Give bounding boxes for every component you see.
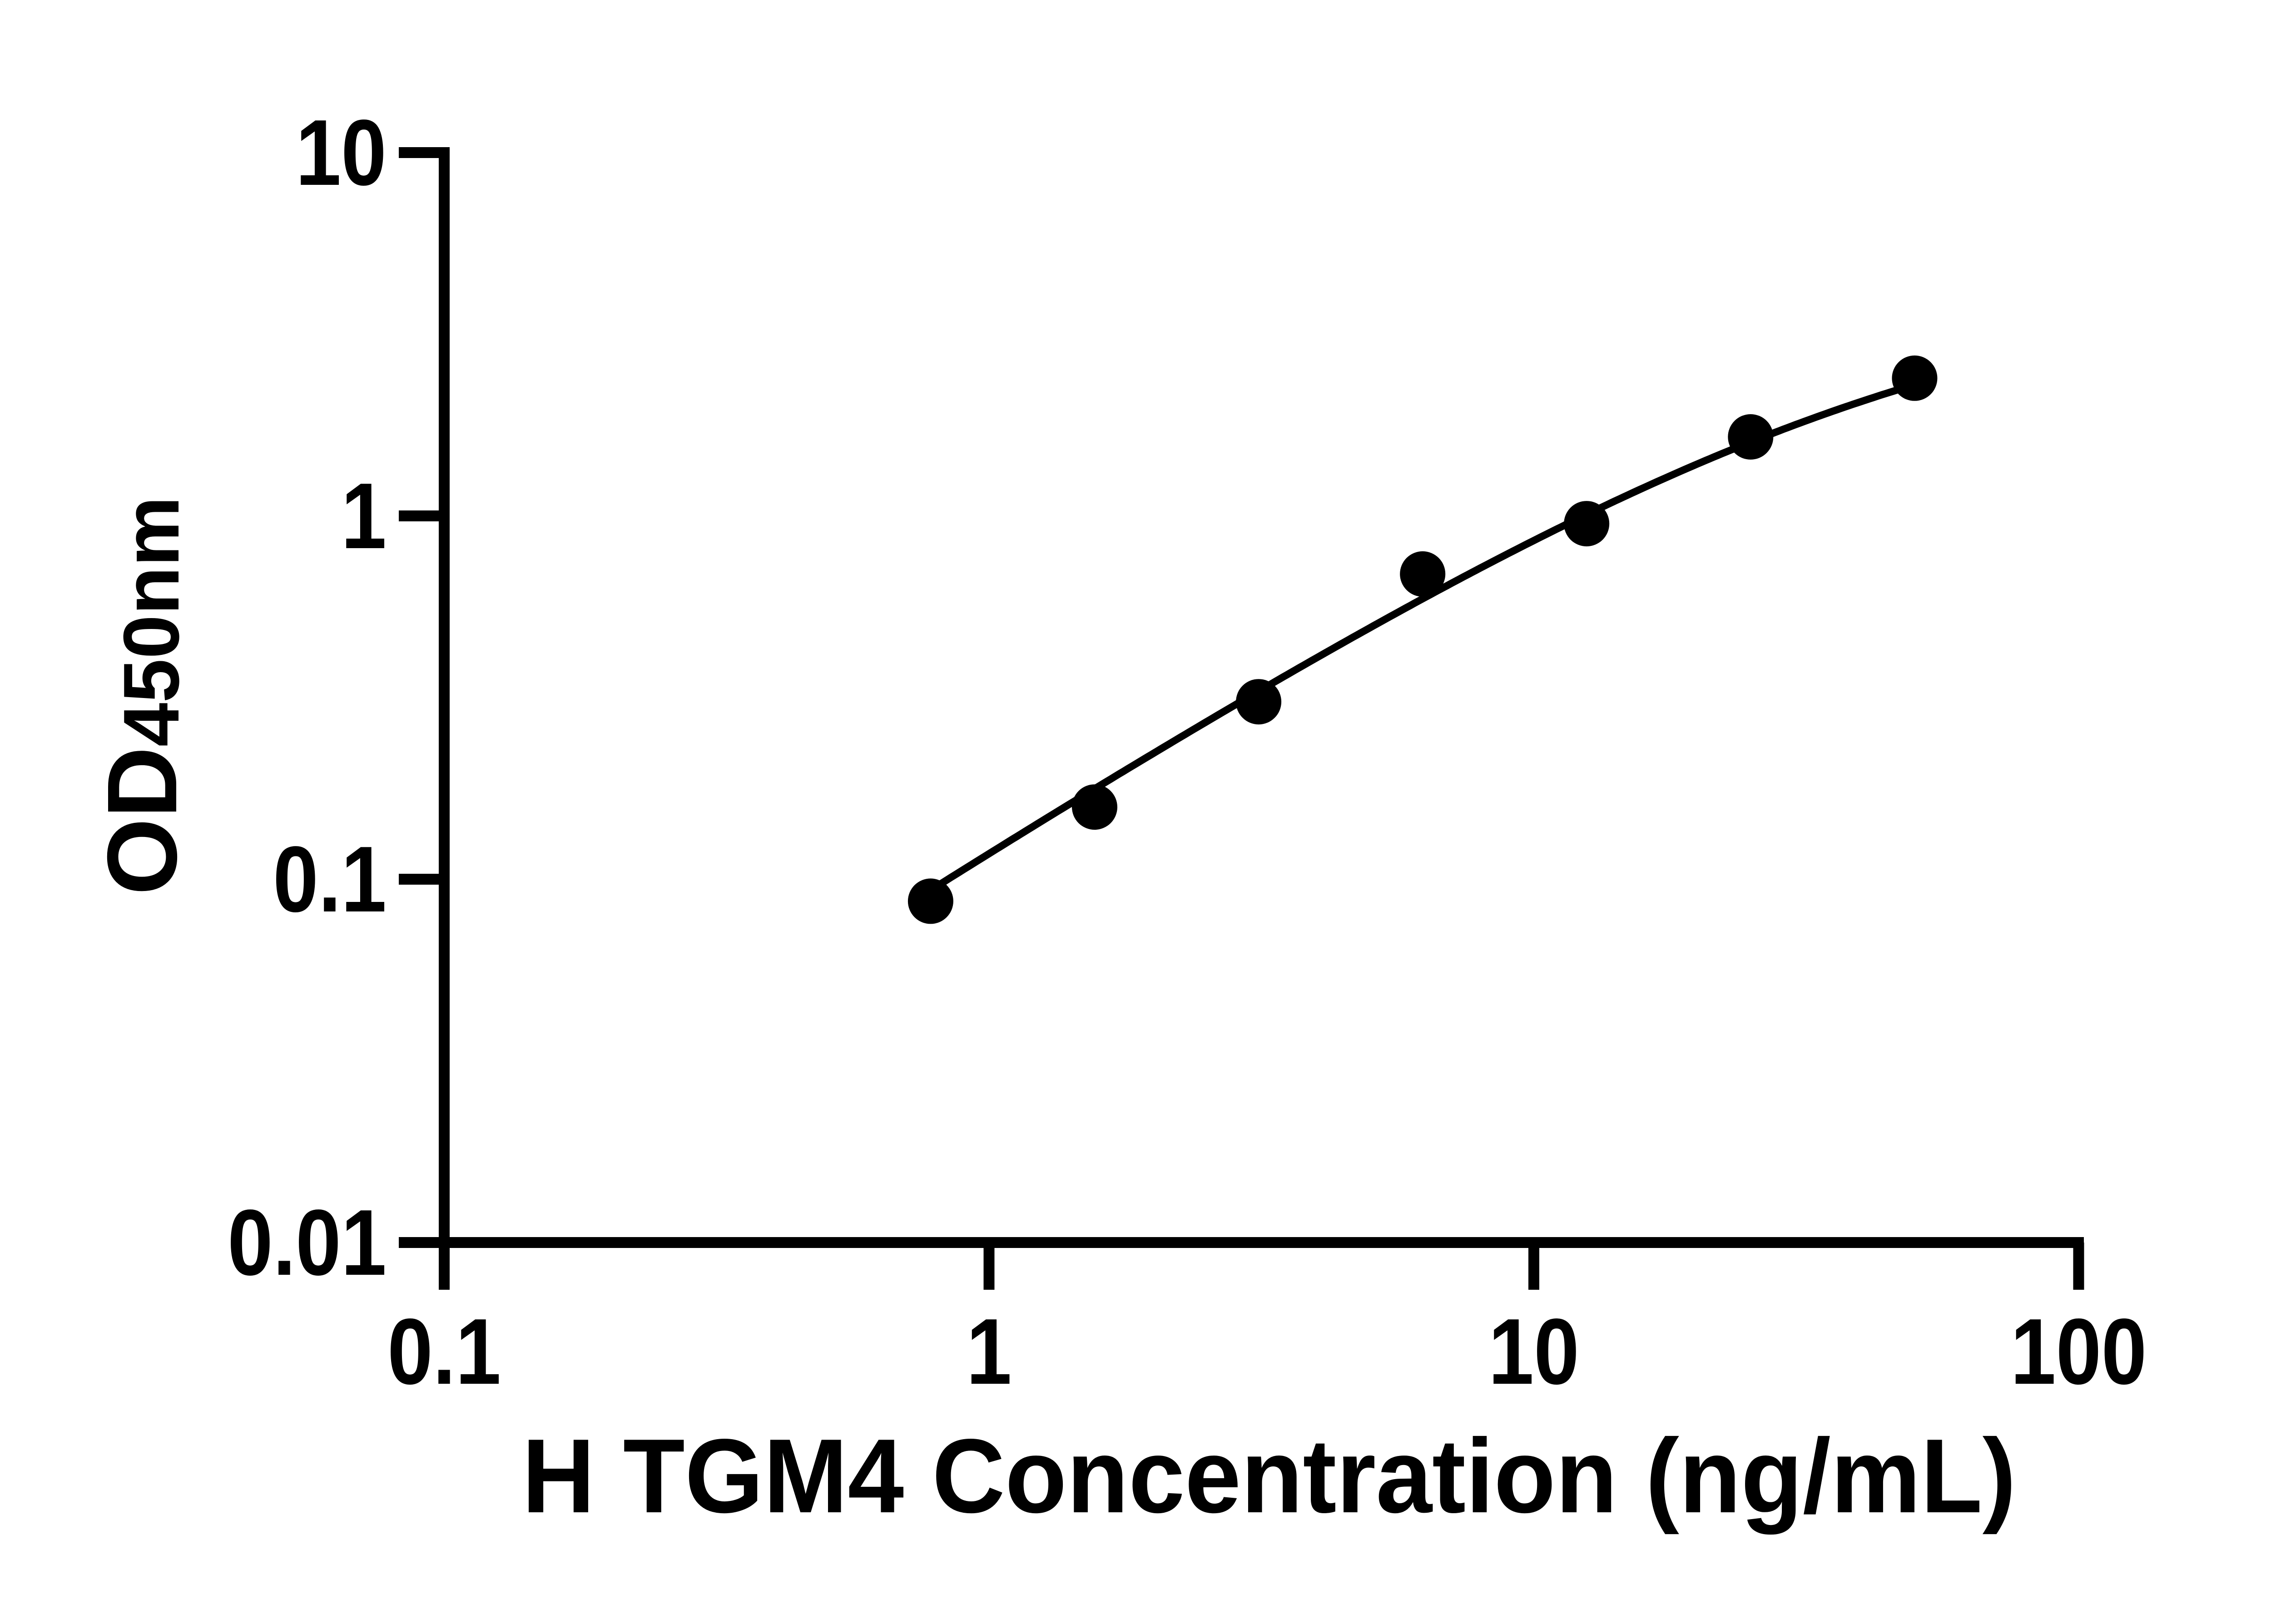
y-tick-label-0.01: 0.01 [228, 1190, 387, 1295]
y-tick-label-1: 1 [341, 464, 387, 568]
x-tick-label-0.1: 0.1 [387, 1299, 501, 1404]
x-axis: 0.1 1 10 100 [387, 1237, 2147, 1404]
data-point-5 [1564, 501, 1610, 547]
x-axis-ticks [439, 1243, 2084, 1290]
y-axis: 10 1 0.1 0.01 [228, 100, 450, 1295]
data-point-3 [1236, 679, 1282, 725]
y-axis-title-main: OD [87, 747, 198, 895]
y-axis-tick-labels: 10 1 0.1 0.01 [228, 100, 387, 1295]
x-tick-label-1: 1 [966, 1299, 1012, 1404]
data-point-1 [907, 878, 953, 924]
x-tick-label-100: 100 [2010, 1299, 2147, 1404]
data-point-6 [1728, 414, 1774, 460]
x-tick-label-10: 10 [1488, 1299, 1579, 1404]
data-point-4 [1400, 551, 1446, 597]
y-tick-label-10: 10 [296, 100, 387, 205]
y-axis-title: OD450nm [87, 496, 198, 895]
data-point-2 [1072, 784, 1117, 830]
x-axis-tick-labels: 0.1 1 10 100 [387, 1299, 2147, 1404]
x-axis-title: H TGM4 Concentration (ng/mL) [522, 1417, 2016, 1535]
data-points [907, 355, 1938, 924]
y-tick-label-0.1: 0.1 [273, 827, 387, 931]
y-axis-title-subscript: 450nm [107, 496, 195, 747]
data-point-7 [1892, 355, 1938, 401]
y-axis-ticks [399, 147, 444, 1248]
